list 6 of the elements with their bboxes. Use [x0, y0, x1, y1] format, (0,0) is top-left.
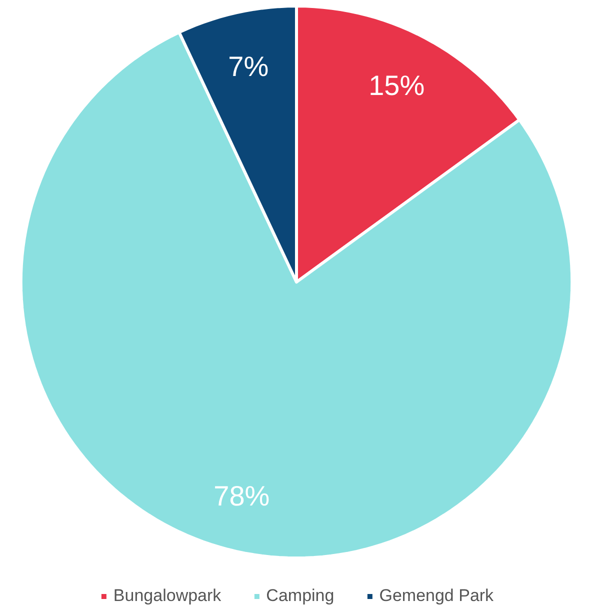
legend-label: Camping: [266, 586, 334, 606]
data-label: 7%: [228, 51, 269, 82]
data-label: 15%: [368, 70, 425, 101]
data-label: 78%: [214, 480, 270, 512]
legend-label: Bungalowpark: [113, 586, 222, 606]
legend-label: Gemengd Park: [379, 586, 494, 606]
